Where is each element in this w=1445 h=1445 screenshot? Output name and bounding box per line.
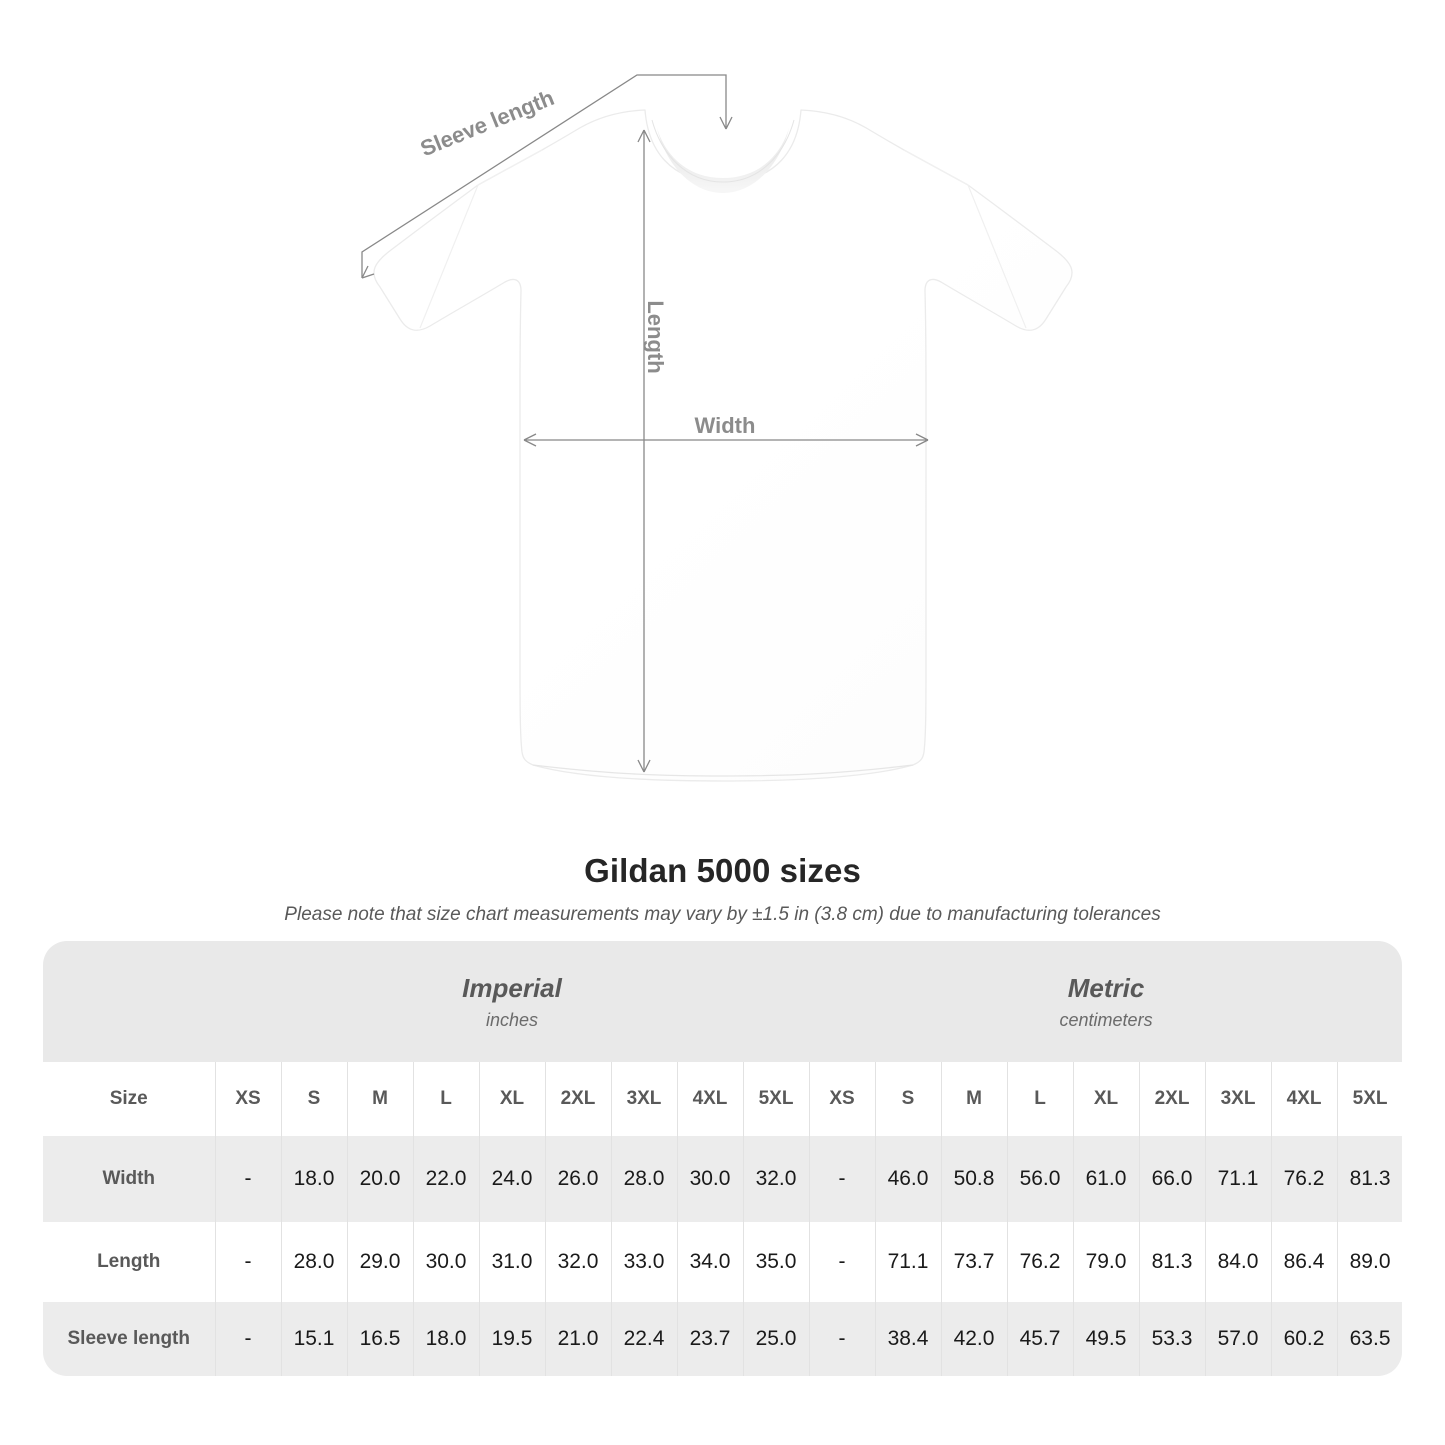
svg-text:Width: Width — [695, 413, 756, 438]
svg-text:Length: Length — [643, 300, 668, 373]
svg-text:Sleeve length: Sleeve length — [417, 85, 558, 161]
